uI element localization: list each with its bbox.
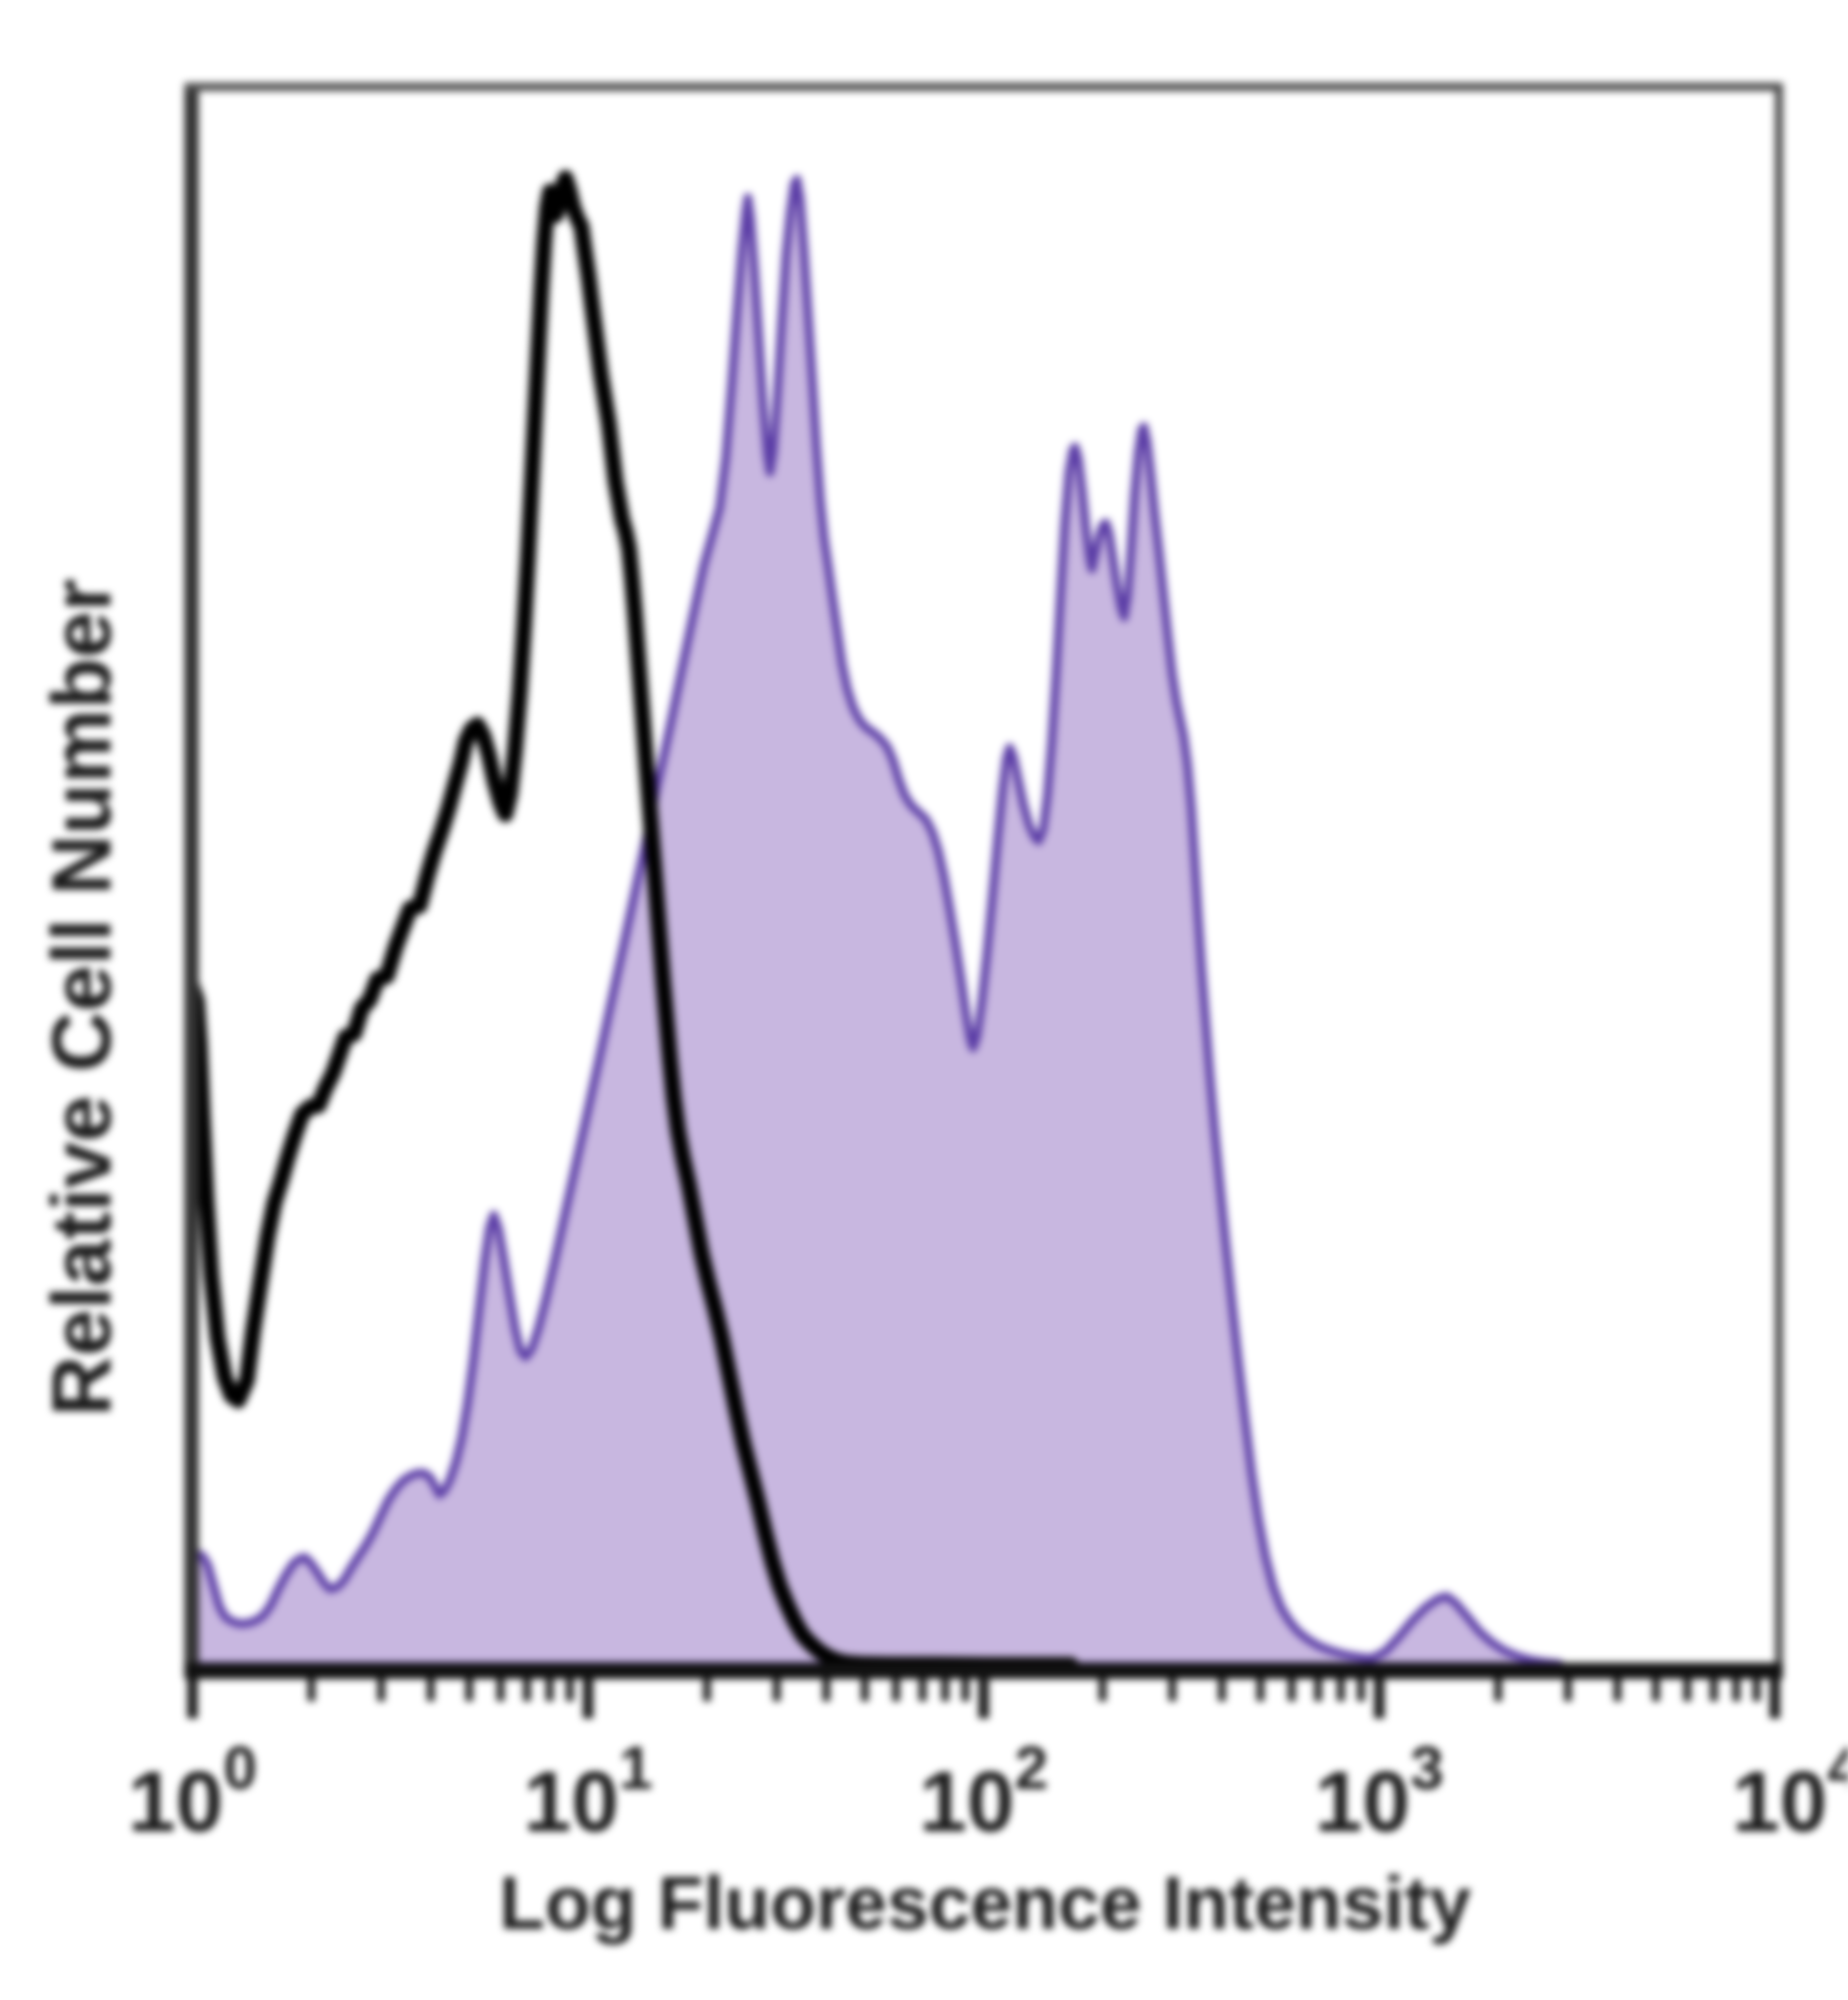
svg-text:Log Fluorescence Intensity: Log Fluorescence Intensity	[499, 1861, 1471, 1945]
svg-text:Relative Cell Number: Relative Cell Number	[34, 579, 128, 1417]
